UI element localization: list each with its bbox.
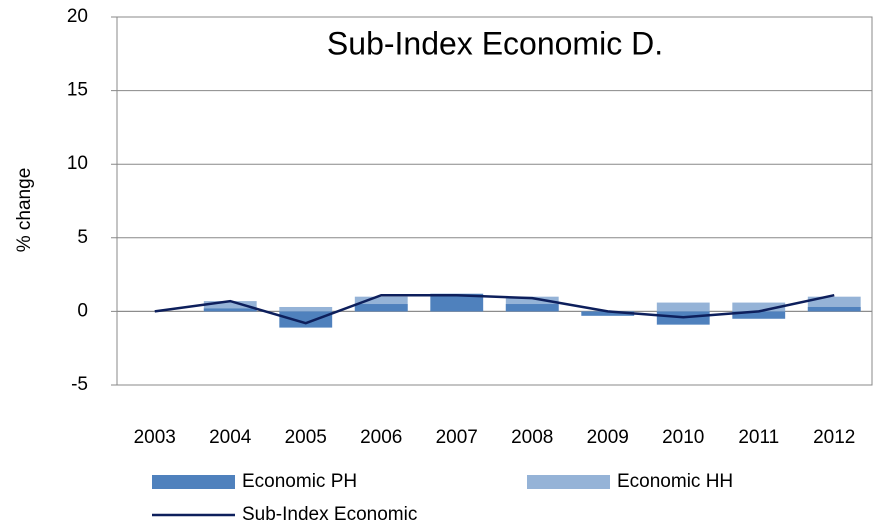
x-tick-label: 2012 [813,427,855,448]
x-tick-label: 2007 [436,427,478,448]
chart-title: Sub-Index Economic D. [327,25,663,61]
bar [279,311,333,328]
y-tick-label: 10 [67,153,88,174]
x-tick-label: 2011 [738,427,779,448]
line-series [154,293,835,325]
y-tick-label: 5 [77,227,88,248]
y-tick-label: 0 [77,300,88,321]
bar [732,311,786,319]
y-tick-label: 15 [67,80,88,101]
y-axis-label: % change [14,168,35,253]
legend-label: Sub-Index Economic [242,504,417,525]
legend-swatch [527,475,610,489]
x-tick-label: 2003 [134,427,176,448]
legend-label: Economic PH [242,471,357,492]
y-tick-label: 20 [67,6,88,27]
x-tick-label: 2004 [209,427,252,448]
y-tick-label: -5 [71,374,88,395]
bar [807,306,861,312]
x-tick-label: 2005 [285,427,327,448]
bar [430,293,484,312]
bar [203,308,257,312]
bar [656,302,710,312]
x-tick-label: 2008 [511,427,553,448]
bar [505,304,559,312]
x-tick-label: 2009 [587,427,629,448]
plot-border [116,16,873,386]
bar [354,304,408,312]
bar [203,301,257,312]
legend-label: Economic HH [617,471,733,492]
bar [581,311,635,316]
x-tick-label: 2006 [360,427,402,448]
x-tick-label: 2010 [662,427,704,448]
bar [279,306,333,312]
legend-swatch [152,475,235,489]
bar [732,302,786,312]
